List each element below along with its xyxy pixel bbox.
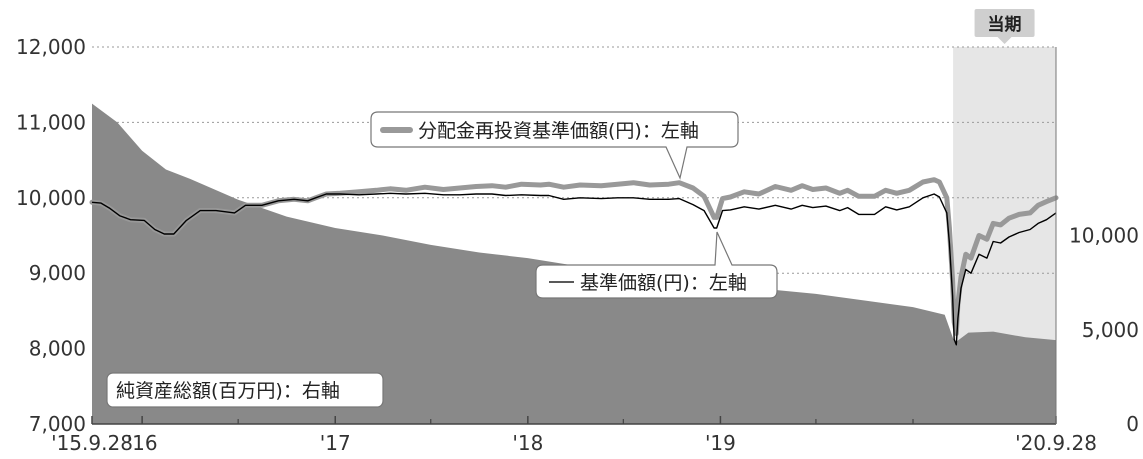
legend-callout-reinvested: 分配金再投資基準価額(円)：左軸: [370, 111, 739, 180]
nav-legend-label: 基準価額(円)：左軸: [580, 272, 747, 294]
line-series-layer: [89, 177, 1059, 346]
left-tick-label: 12,000: [16, 35, 86, 59]
net-assets-area: [92, 103, 1056, 424]
callout-bubble: [370, 111, 739, 180]
x-tick-label: '16: [127, 431, 158, 455]
right-tick-label: 10,000: [1069, 224, 1139, 248]
left-tick-label: 10,000: [16, 186, 86, 210]
x-tick-label: '17: [320, 431, 351, 455]
label-box: [106, 372, 384, 408]
x-axis: [91, 47, 1057, 425]
net-assets-legend-label: 純資産総額(百万円)：右軸: [116, 380, 340, 402]
x-axis-labels: '15.9.28 '16 '17 '18 '19 '20.9.28: [51, 431, 1097, 455]
x-tick-label: '20.9.28: [1015, 431, 1097, 455]
left-tick-label: 8,000: [29, 337, 86, 361]
callout-bubble: [535, 231, 778, 299]
left-tick-label: 9,000: [29, 261, 86, 285]
x-tick-label: '15.9.28: [51, 431, 133, 455]
left-tick-label: 7,000: [29, 412, 86, 436]
net-assets-area-layer: [92, 103, 1056, 424]
left-y-axis: 12,000 11,000 10,000 9,000 8,000 7,000: [16, 35, 86, 436]
current-period-label: 当期: [988, 14, 1022, 35]
right-tick-label: 5,000: [1082, 318, 1139, 342]
legend-callout-nav: 基準価額(円)：左軸: [535, 231, 778, 299]
current-period-tab: 当期: [974, 9, 1035, 44]
x-tick-label: '18: [512, 431, 543, 455]
reinvested-legend-label: 分配金再投資基準価額(円)：左軸: [418, 120, 699, 142]
legend-label-net-assets: 純資産総額(百万円)：右軸: [106, 372, 384, 408]
nav-line: [91, 192, 1057, 346]
right-tick-label: 0: [1126, 412, 1139, 436]
period-tab-pointer: [997, 37, 1012, 44]
right-y-axis: 10,000 5,000 0: [1069, 224, 1139, 437]
left-tick-label: 11,000: [16, 110, 86, 134]
x-tick-label: '19: [705, 431, 736, 455]
